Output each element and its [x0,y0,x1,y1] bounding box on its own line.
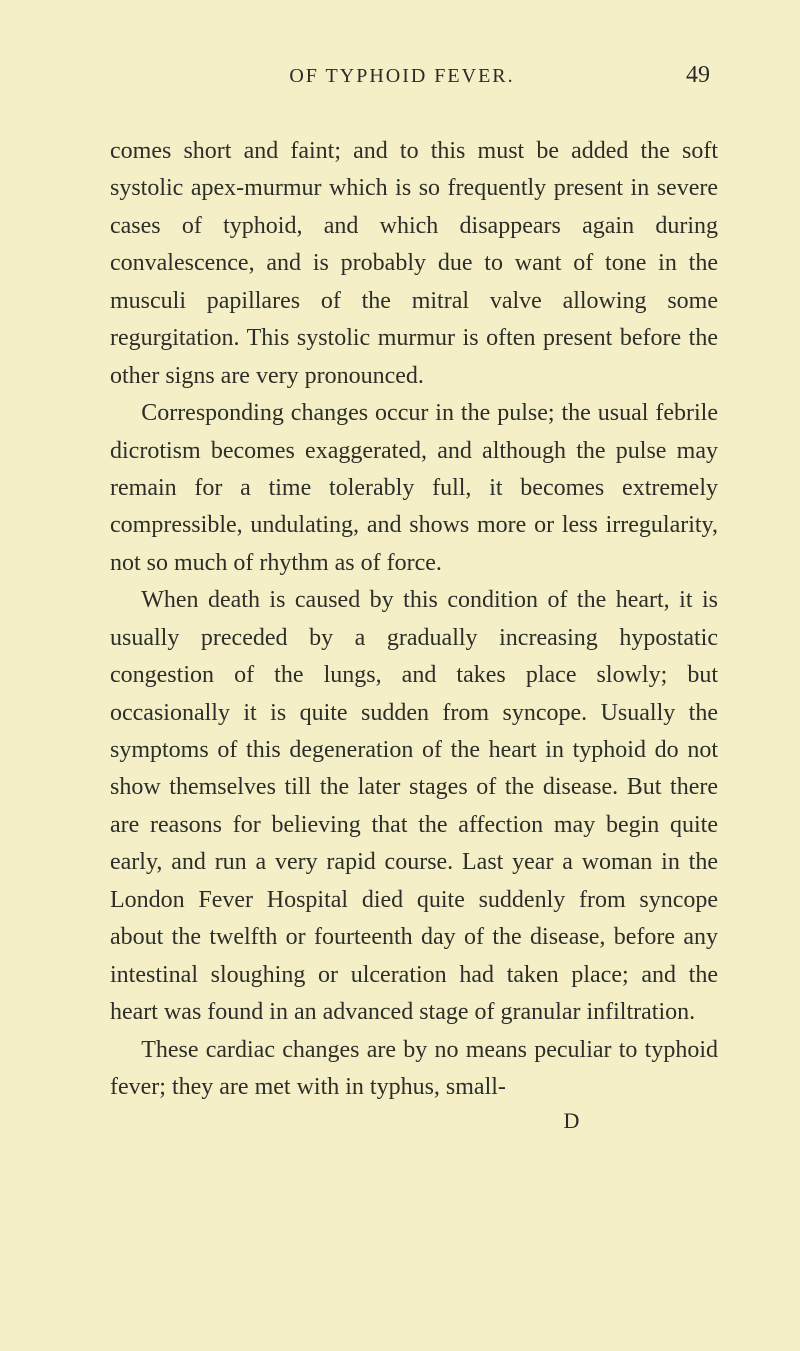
page-header: OF TYPHOID FEVER. 49 [110,62,718,89]
page-number: 49 [686,62,710,89]
signature-mark: D [110,1108,718,1134]
paragraph: When death is caused by this condition o… [110,582,718,1031]
paragraph: These cardiac changes are by no means pe… [110,1032,718,1107]
paragraph: comes short and faint; and to this must … [110,133,718,395]
paragraph: Corresponding changes occur in the pulse… [110,395,718,582]
body-text: comes short and faint; and to this must … [110,133,718,1106]
running-title: OF TYPHOID FEVER. [118,65,686,88]
